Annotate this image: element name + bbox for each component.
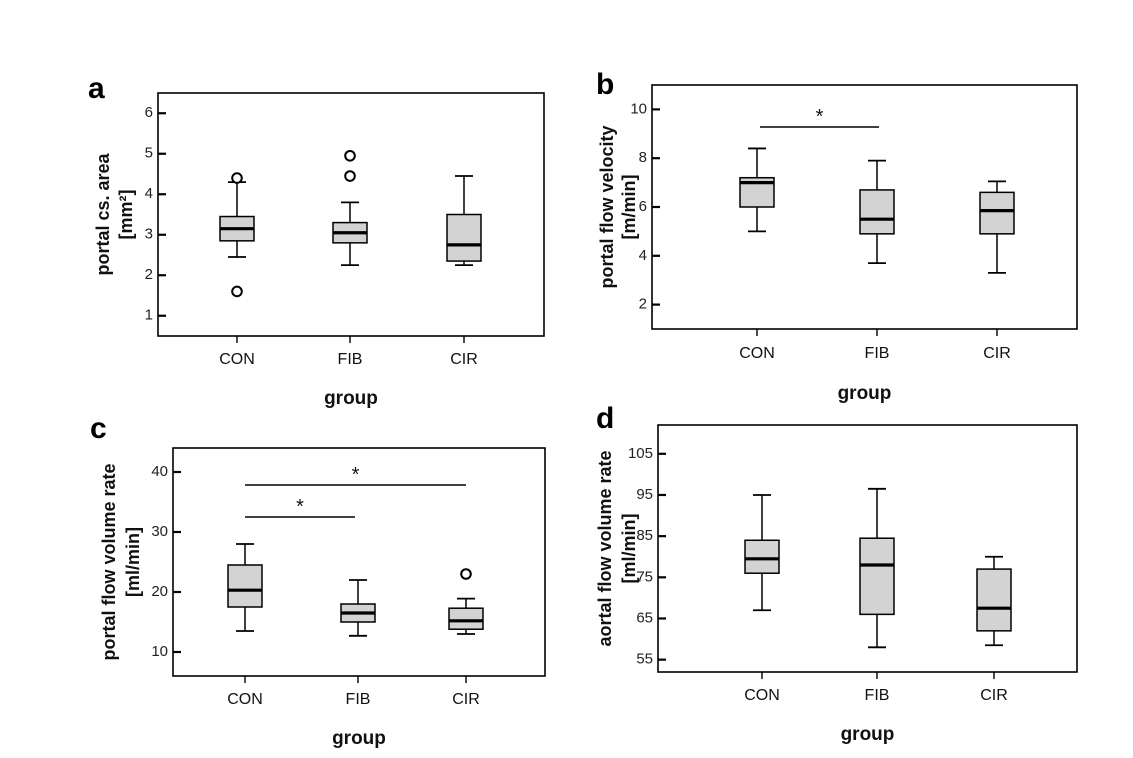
y-axis-label: aortal flow volume rate xyxy=(595,450,615,646)
y-tick-label: 1 xyxy=(145,307,153,324)
box-fib xyxy=(340,579,376,637)
y-axis-label: [ml/min] xyxy=(123,527,143,597)
iqr-box xyxy=(976,568,1012,632)
y-tick-label: 105 xyxy=(628,445,653,462)
iqr-box xyxy=(448,607,484,630)
y-tick-label: 55 xyxy=(636,651,653,668)
iqr-box xyxy=(446,213,482,262)
plot-frame xyxy=(172,447,546,677)
box-cir xyxy=(446,175,482,267)
x-axis-label: group xyxy=(838,383,892,404)
box-con xyxy=(744,494,780,612)
y-tick-label: 40 xyxy=(151,463,168,480)
y-tick-label: 95 xyxy=(636,486,653,503)
iqr-box xyxy=(744,539,780,574)
y-tick-label: 20 xyxy=(151,583,168,600)
x-tick-label-cir: CIR xyxy=(450,351,478,368)
x-tick-label-fib: FIB xyxy=(865,345,890,362)
x-tick-label-cir: CIR xyxy=(452,691,480,708)
plot-frame xyxy=(157,92,545,337)
x-tick-label-fib: FIB xyxy=(338,351,363,368)
y-tick-label: 8 xyxy=(639,149,647,166)
x-axis-label: group xyxy=(841,724,895,745)
panel-c: c 10 20 30 40 CON FIB CIR group portal flow volum… xyxy=(90,412,546,749)
panel-letter: d xyxy=(596,402,614,435)
panel-a: a 1 2 3 4 5 6 CON FIB CIR group portal cs. area [mm²… xyxy=(88,72,545,409)
y-tick-label: 4 xyxy=(639,247,647,264)
x-tick-label-cir: CIR xyxy=(980,687,1008,704)
y-tick-label: 10 xyxy=(630,100,647,117)
panel-b: b 2 4 6 8 10 CON FIB CIR group portal flow velocit… xyxy=(596,68,1078,404)
y-tick-label: 4 xyxy=(145,185,153,202)
y-tick-label: 3 xyxy=(145,226,153,243)
box-fib xyxy=(859,159,895,265)
y-tick-label: 6 xyxy=(145,104,153,121)
box-fib xyxy=(332,149,368,267)
y-tick-label: 10 xyxy=(151,643,168,660)
panel-d: d 55 65 75 85 95 105 CON FIB CIR group aortal flow … xyxy=(595,402,1078,745)
x-tick-label-fib: FIB xyxy=(346,691,371,708)
iqr-box xyxy=(859,537,895,616)
significance-star: * xyxy=(816,106,824,128)
box-con xyxy=(739,147,775,233)
y-axis-label: [ml/min] xyxy=(619,514,639,584)
x-axis-label: group xyxy=(332,728,386,749)
y-axis-label: [mm²] xyxy=(116,190,136,240)
y-tick-label: 75 xyxy=(636,568,653,585)
y-tick-label: 2 xyxy=(639,296,647,313)
y-tick-label: 5 xyxy=(145,145,153,162)
panel-letter: c xyxy=(90,412,107,445)
plot-frame xyxy=(657,424,1078,673)
box-con xyxy=(227,543,263,632)
significance-star: * xyxy=(296,496,304,518)
outlier-point xyxy=(344,170,356,182)
y-tick-label: 30 xyxy=(151,523,168,540)
x-tick-label-con: CON xyxy=(219,351,255,368)
outlier-point xyxy=(344,149,356,162)
y-tick-label: 65 xyxy=(636,609,653,626)
box-fib xyxy=(859,487,895,649)
x-tick-label-con: CON xyxy=(227,691,263,708)
iqr-box xyxy=(859,189,895,235)
box-con xyxy=(219,172,255,298)
x-axis-label: group xyxy=(324,388,378,409)
x-tick-label-con: CON xyxy=(744,687,780,704)
box-cir xyxy=(979,180,1015,274)
outlier-point xyxy=(460,568,472,580)
y-axis-label: portal cs. area xyxy=(93,152,113,275)
box-cir xyxy=(448,568,484,635)
panel-letter: a xyxy=(88,72,105,105)
y-axis-label: [m/min] xyxy=(619,175,639,240)
iqr-box xyxy=(227,564,263,608)
y-tick-label: 2 xyxy=(145,266,153,283)
y-axis-label: portal flow volume rate xyxy=(99,463,119,660)
outlier-point xyxy=(231,172,243,184)
x-tick-label-cir: CIR xyxy=(983,345,1011,362)
x-tick-label-fib: FIB xyxy=(865,687,890,704)
panel-letter: b xyxy=(596,68,614,101)
y-tick-label: 6 xyxy=(639,198,647,215)
x-tick-label-con: CON xyxy=(739,345,775,362)
outlier-point xyxy=(231,285,243,298)
y-axis-label: portal flow velocity xyxy=(597,125,617,288)
y-tick-label: 85 xyxy=(636,527,653,544)
iqr-box xyxy=(979,191,1015,235)
significance-star: * xyxy=(352,464,360,486)
box-cir xyxy=(976,555,1012,647)
